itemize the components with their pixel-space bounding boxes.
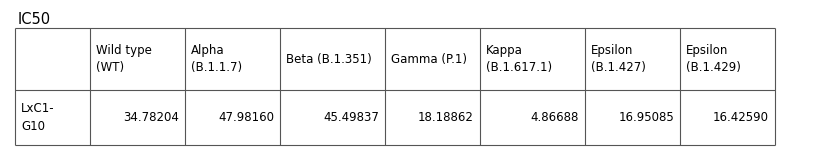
Text: Epsilon
(B.1.429): Epsilon (B.1.429) <box>686 44 741 74</box>
Text: Epsilon
(B.1.427): Epsilon (B.1.427) <box>591 44 646 74</box>
Text: LxC1-
G10: LxC1- G10 <box>21 103 55 133</box>
Text: 47.98160: 47.98160 <box>218 111 274 124</box>
Text: 18.18862: 18.18862 <box>418 111 474 124</box>
Text: Gamma (P.1): Gamma (P.1) <box>391 52 467 66</box>
Text: Beta (B.1.351): Beta (B.1.351) <box>286 52 372 66</box>
Text: 16.42590: 16.42590 <box>713 111 769 124</box>
Text: 45.49837: 45.49837 <box>323 111 379 124</box>
Text: Alpha
(B.1.1.7): Alpha (B.1.1.7) <box>191 44 242 74</box>
Text: IC50: IC50 <box>18 12 51 27</box>
Text: 34.78204: 34.78204 <box>123 111 179 124</box>
Text: 4.86688: 4.86688 <box>530 111 579 124</box>
Text: Kappa
(B.1.617.1): Kappa (B.1.617.1) <box>486 44 552 74</box>
Text: 16.95085: 16.95085 <box>618 111 674 124</box>
Text: Wild type
(WT): Wild type (WT) <box>96 44 152 74</box>
